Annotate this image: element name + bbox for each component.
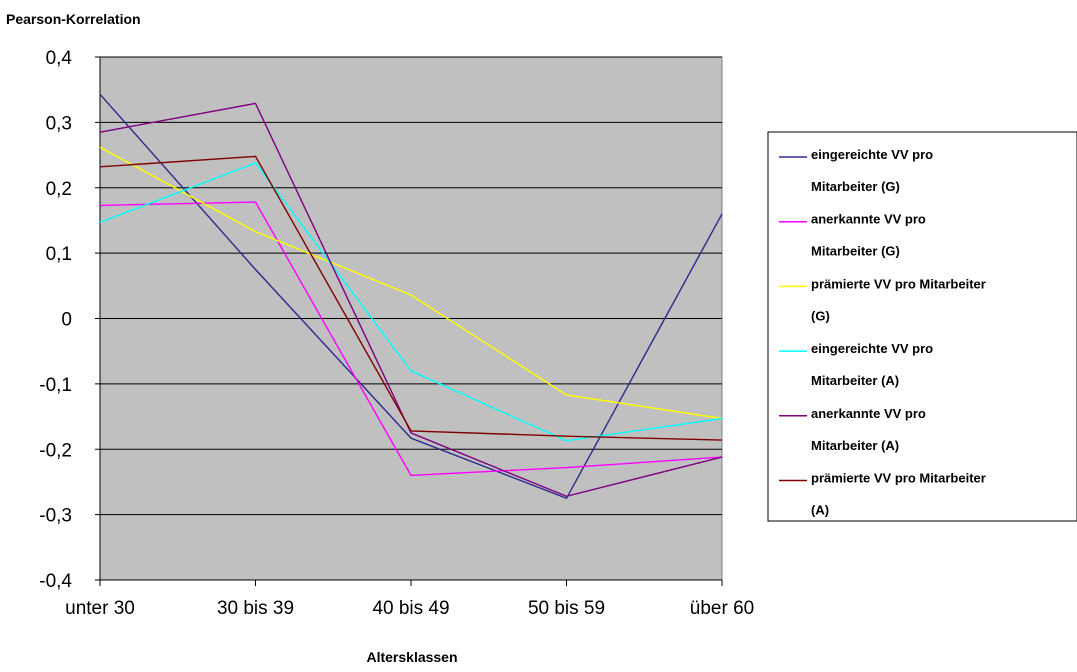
series-line-5	[99, 102, 723, 498]
x-tick-label: 30 bis 39	[217, 598, 294, 619]
y-tick-label: 0,4	[46, 48, 73, 69]
legend-label-6: (A)	[811, 503, 829, 518]
x-tick-label: 50 bis 59	[528, 598, 605, 619]
y-tick-label: -0,4	[39, 571, 72, 592]
legend-label-3: (G)	[811, 308, 830, 323]
legend-label-2: Mitarbeiter (G)	[811, 244, 900, 259]
y-tick-labels: 0,4 0,3 0,2 0,1 0 -0,1 -0,2 -0,3 -0,4	[39, 48, 72, 592]
y-tick-label: 0	[61, 310, 72, 331]
series-line-6	[99, 155, 723, 441]
legend-box	[767, 131, 1077, 522]
y-axis-title: Pearson-Korrelation	[6, 11, 141, 27]
y-tick-label: 0,2	[46, 179, 72, 200]
series-lines	[99, 93, 723, 500]
legend-label-3: prämierte VV pro Mitarbeiter	[811, 276, 986, 291]
series-line-4	[99, 162, 723, 442]
legend-label-5: Mitarbeiter (A)	[811, 438, 899, 453]
y-tick-label: -0,2	[39, 440, 72, 461]
y-tick-label: 0,3	[46, 113, 72, 134]
x-axis-title: Altersklassen	[366, 649, 457, 665]
legend-label-1: eingereichte VV pro	[811, 147, 933, 162]
x-tick-label: 40 bis 49	[372, 598, 449, 619]
legend-label-4: Mitarbeiter (A)	[811, 373, 899, 388]
series-line-3	[99, 146, 723, 420]
x-tick-labels: unter 30 30 bis 39 40 bis 49 50 bis 59 über …	[65, 598, 754, 619]
legend-label-4: eingereichte VV pro	[811, 341, 933, 356]
legend-label-1: Mitarbeiter (G)	[811, 179, 900, 194]
y-tick-label: -0,1	[39, 375, 72, 396]
axes	[95, 56, 723, 586]
y-tick-label: 0,1	[46, 244, 72, 265]
legend-label-2: anerkannte VV pro	[811, 212, 926, 227]
x-tick-label: unter 30	[65, 598, 135, 619]
legend-label-5: anerkannte VV pro	[811, 406, 926, 421]
x-tick-label: über 60	[690, 598, 754, 619]
legend-label-6: prämierte VV pro Mitarbeiter	[811, 471, 986, 486]
legend: eingereichte VV pro Mitarbeiter (G) anerka…	[767, 131, 1077, 522]
y-tick-label: -0,3	[39, 506, 72, 527]
